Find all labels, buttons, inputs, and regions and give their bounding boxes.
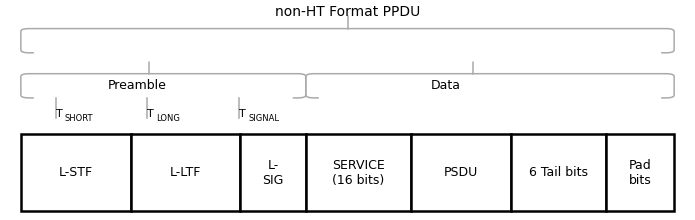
Text: SHORT: SHORT — [65, 114, 93, 123]
Text: SERVICE
(16 bits): SERVICE (16 bits) — [332, 159, 385, 187]
Text: L-
SIG: L- SIG — [263, 159, 284, 187]
Text: Pad
bits: Pad bits — [629, 159, 651, 187]
Text: SIGNAL: SIGNAL — [248, 114, 279, 123]
Bar — [411, 134, 511, 211]
Text: 6 Tail bits: 6 Tail bits — [529, 166, 588, 179]
Bar — [606, 134, 674, 211]
Text: Data: Data — [431, 79, 461, 92]
Text: T: T — [56, 109, 63, 119]
Text: PSDU: PSDU — [444, 166, 478, 179]
Text: T: T — [147, 109, 154, 119]
Text: non-HT Format PPDU: non-HT Format PPDU — [275, 6, 420, 20]
Text: T: T — [239, 109, 246, 119]
Text: Preamble: Preamble — [108, 79, 167, 92]
Bar — [21, 134, 131, 211]
Bar — [511, 134, 606, 211]
Bar — [306, 134, 411, 211]
Text: L-LTF: L-LTF — [170, 166, 202, 179]
Text: L-STF: L-STF — [58, 166, 93, 179]
Bar — [131, 134, 240, 211]
Text: LONG: LONG — [156, 114, 180, 123]
Bar — [240, 134, 306, 211]
